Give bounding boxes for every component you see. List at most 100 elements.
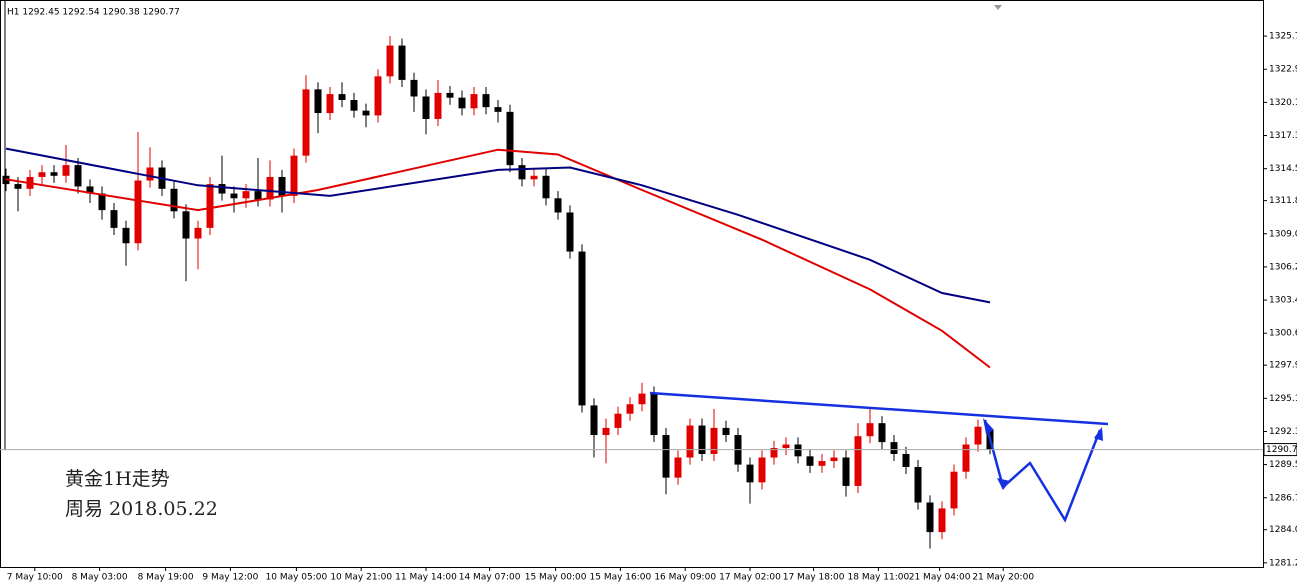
candle-body: [122, 227, 130, 244]
y-tick-label: 1286.7: [1269, 493, 1297, 503]
y-tick-label: 1281.2: [1269, 558, 1297, 568]
candle-body: [974, 426, 982, 445]
candle-body: [254, 191, 262, 200]
candle-body: [578, 251, 586, 406]
candle-body: [206, 184, 214, 228]
y-tick-label: 1309.0: [1269, 229, 1297, 239]
candle-body: [218, 184, 226, 194]
plot: [2, 36, 994, 549]
candle-body: [638, 393, 646, 405]
candle-body: [434, 92, 442, 119]
x-tick-label: 16 May 09:00: [654, 573, 716, 583]
candle-body: [878, 423, 886, 443]
candle-body: [686, 425, 694, 458]
last-price-box: [1263, 443, 1297, 457]
x-tick-label: 11 May 14:00: [395, 573, 457, 583]
candle-body: [554, 198, 562, 213]
candle-body: [194, 227, 202, 239]
plot-frame: [0, 0, 1264, 568]
y-tick-label: 1289.5: [1269, 460, 1297, 470]
x-tick-label: 10 May 05:00: [266, 573, 328, 583]
candle-body: [950, 471, 958, 509]
candle-body: [902, 453, 910, 467]
y-tick-label: 1325.7: [1269, 32, 1297, 42]
candle-body: [86, 186, 94, 194]
y-tick-label: 1311.8: [1269, 196, 1297, 206]
candle-body: [170, 188, 178, 212]
y-tick-label: 1306.2: [1269, 262, 1297, 272]
candle-body: [134, 180, 142, 244]
candle-body: [938, 508, 946, 533]
candle-body: [350, 100, 358, 111]
candle-body: [746, 464, 754, 483]
x-tick-label: 10 May 21:00: [330, 573, 392, 583]
candle-body: [566, 212, 574, 252]
y-tick-label: 1303.4: [1269, 296, 1297, 306]
candle-body: [410, 79, 418, 97]
x-tick-label: 17 May 02:00: [719, 573, 781, 583]
candle-body: [230, 193, 238, 199]
annotation: 黄金1H走势: [65, 468, 170, 490]
candle-body: [794, 444, 802, 457]
x-tick-label: 14 May 07:00: [459, 573, 521, 583]
candle-body: [182, 211, 190, 239]
candle-body: [326, 94, 334, 114]
y-tick-label: 1284.0: [1269, 525, 1297, 535]
candle-body: [314, 89, 322, 114]
y-tick-label: 1320.1: [1269, 98, 1297, 108]
last-price-label: 1290.77: [1266, 445, 1297, 455]
y-tick-label: 1297.9: [1269, 361, 1297, 371]
candle-body: [770, 448, 778, 458]
candle-body: [302, 89, 310, 156]
candle-body: [842, 457, 850, 486]
candle-body: [626, 404, 634, 414]
candle-body: [338, 94, 346, 101]
candle-body: [386, 45, 394, 77]
candle-body: [266, 176, 274, 200]
x-tick-label: 7 May 10:00: [7, 573, 63, 583]
candle-body: [518, 165, 526, 180]
trend-line: [649, 391, 1109, 426]
annotation: 周易 2018.05.22: [65, 498, 218, 520]
candle-body: [278, 176, 286, 196]
y-tick-label: 1300.6: [1269, 329, 1297, 339]
candle-body: [446, 92, 454, 98]
moving-average: [5, 147, 991, 304]
candle-body: [146, 167, 154, 181]
candle-body: [290, 155, 298, 196]
forecast-path: [983, 419, 1102, 523]
x-tick-label: 8 May 19:00: [138, 573, 194, 583]
candle-body: [38, 172, 46, 177]
y-tick-label: 1322.9: [1269, 65, 1297, 75]
candle-body: [506, 111, 514, 166]
candle-body: [758, 457, 766, 483]
candle-body: [614, 413, 622, 428]
candle-body: [458, 97, 466, 109]
candle-body: [698, 425, 706, 454]
candle-body: [866, 423, 874, 437]
x-tick-label: 8 May 03:00: [72, 573, 128, 583]
candle-body: [542, 175, 550, 199]
candle-body: [62, 165, 70, 176]
y-tick-label: 1295.1: [1269, 394, 1297, 404]
x-tick-label: 18 May 11:00: [848, 573, 910, 583]
candle-body: [818, 461, 826, 466]
shift-marker: [994, 5, 1002, 10]
candle-body: [14, 184, 22, 189]
y-tick-label: 1317.3: [1269, 131, 1297, 141]
candle-body: [602, 427, 610, 436]
y-tick-label: 1314.5: [1269, 164, 1297, 174]
candle-body: [362, 110, 370, 116]
candle-body: [806, 456, 814, 466]
candle-body: [494, 107, 502, 112]
x-tick-label: 21 May 20:00: [972, 573, 1034, 583]
candle-body: [674, 457, 682, 478]
candle-body: [530, 175, 538, 180]
candle-body: [110, 210, 118, 228]
x-tick-label: 21 May 04:00: [909, 573, 971, 583]
candle-body: [374, 76, 382, 116]
candle-body: [830, 457, 838, 462]
candle-body: [710, 427, 718, 454]
x-tick-label: 15 May 00:00: [525, 573, 587, 583]
